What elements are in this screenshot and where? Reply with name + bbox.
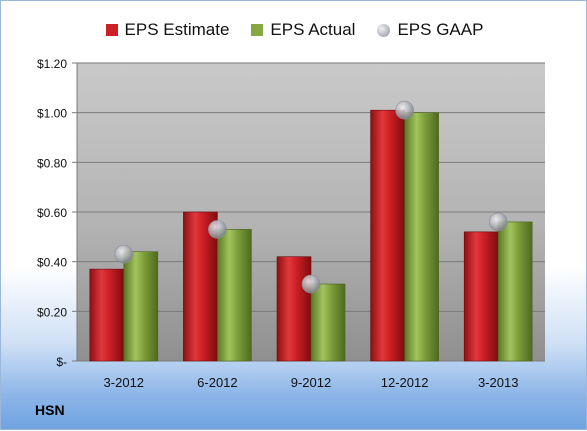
y-tick-label: $1.00	[37, 107, 67, 121]
x-tick-label: 12-2012	[381, 375, 429, 390]
legend-label-gaap: EPS GAAP	[397, 20, 484, 39]
x-tick-label: 3-2012	[104, 375, 144, 390]
legend-label-estimate: EPS Estimate	[124, 20, 230, 39]
bar-eps-estimate	[276, 256, 312, 362]
ticker-label: HSN	[35, 402, 65, 418]
bar-eps-estimate	[370, 109, 405, 362]
bar-eps-actual	[497, 221, 533, 362]
marker-eps-gaap	[395, 100, 414, 120]
bar-eps-actual	[404, 112, 439, 362]
legend-item-gaap: EPS GAAP	[377, 20, 483, 40]
legend-item-estimate: EPS Estimate	[105, 20, 230, 40]
legend-swatch-actual	[251, 24, 264, 36]
marker-eps-gaap	[208, 220, 227, 239]
bar-eps-estimate	[89, 268, 125, 362]
legend-swatch-estimate	[105, 24, 118, 36]
marker-eps-gaap	[488, 212, 508, 232]
x-tick-label: 6-2012	[197, 375, 237, 390]
marker-eps-gaap	[301, 274, 321, 294]
y-tick-label: $-	[56, 355, 67, 369]
y-tick-label: $0.60	[37, 206, 67, 220]
y-tick-label: $0.80	[37, 156, 67, 170]
marker-eps-gaap	[114, 244, 134, 264]
bar-eps-actual	[123, 251, 159, 362]
legend-marker-gaap	[377, 23, 391, 37]
y-tick-label: $1.20	[37, 57, 67, 71]
bar-eps-actual	[310, 283, 346, 362]
bar-eps-estimate	[183, 211, 218, 362]
legend-item-actual: EPS Actual	[251, 20, 355, 40]
y-tick-label: $0.40	[37, 256, 67, 270]
x-tick-label: 9-2012	[291, 375, 331, 390]
legend-label-actual: EPS Actual	[270, 20, 356, 39]
legend: EPS Estimate EPS Actual EPS GAAP	[1, 17, 587, 43]
y-tick-label: $0.20	[37, 305, 67, 319]
bar-eps-actual	[217, 229, 252, 362]
x-tick-label: 3-2013	[478, 375, 518, 390]
bar-eps-estimate	[463, 231, 499, 362]
